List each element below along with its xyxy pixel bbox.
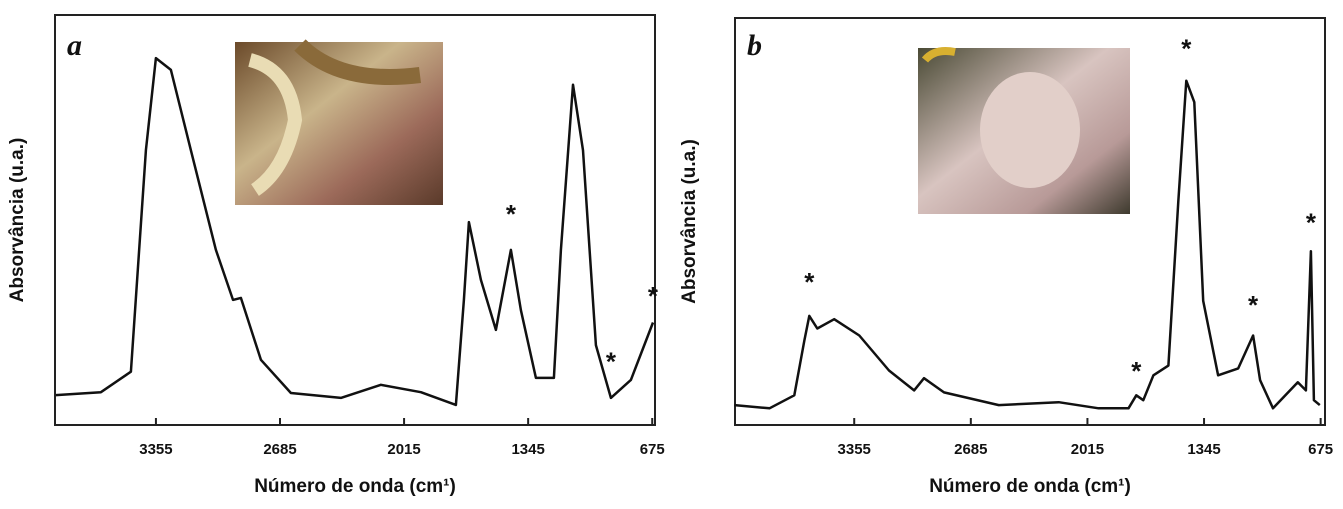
inset-photo-a [235, 39, 443, 205]
plot-frame [734, 17, 1326, 426]
x-tick-label: 675 [1308, 441, 1333, 458]
x-tick-label: 2685 [263, 441, 296, 458]
spectrum-line [734, 79, 1321, 410]
plot-frame [54, 14, 656, 426]
x-tick-label: 1345 [1187, 441, 1220, 458]
x-tick-label: 2685 [954, 441, 987, 458]
x-axis-title: Número de onda (cm¹) [929, 476, 1131, 497]
peak-marker: * [648, 281, 659, 311]
peak-marker: * [1248, 290, 1259, 320]
panel-label: b [747, 29, 762, 62]
x-tick-label: 3355 [838, 441, 871, 458]
peak-marker: * [1181, 34, 1192, 64]
inset-photo-b [918, 47, 1130, 214]
peak-marker: * [804, 267, 815, 297]
peak-marker: * [1131, 356, 1142, 386]
peak-marker: * [506, 199, 517, 229]
x-tick-label: 675 [640, 441, 665, 458]
x-axis-title: Número de onda (cm¹) [254, 476, 456, 497]
panel-label: a [67, 29, 82, 62]
x-tick-label: 2015 [387, 441, 420, 458]
x-tick-label: 2015 [1071, 441, 1104, 458]
y-axis-title: Absorvância (u.a.) [7, 138, 28, 303]
x-tick-label: 1345 [511, 441, 544, 458]
x-tick-label: 3355 [139, 441, 172, 458]
peak-marker: * [1306, 207, 1317, 237]
spectrum-line [55, 56, 655, 407]
y-axis-title: Absorvância (u.a.) [679, 139, 700, 304]
peak-marker: * [606, 347, 617, 377]
